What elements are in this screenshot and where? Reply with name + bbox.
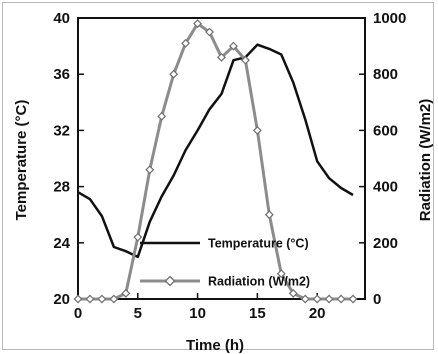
radiation-point [264,210,274,220]
y-right-tick-label: 600 [373,122,398,139]
radiation-point [348,294,358,304]
y-left-tick-label: 32 [53,122,70,139]
radiation-point [85,294,95,304]
radiation-point [205,27,214,37]
y-left-tick-label: 28 [53,179,70,196]
radiation-point [169,69,179,79]
y-left-tick-label: 20 [53,291,70,308]
x-tick-label: 15 [249,305,266,322]
chart-frame [2,2,434,350]
radiation-point [300,294,310,304]
radiation-point [312,294,322,304]
radiation-point [336,294,346,304]
y-right-tick-label: 200 [373,235,398,252]
x-tick-label: 10 [189,305,206,322]
x-axis-label: Time (h) [186,337,244,354]
radiation-point [229,41,238,51]
y-right-tick-label: 400 [373,179,398,196]
y-right-tick-label: 800 [373,66,398,83]
radiation-point [288,288,298,298]
plot-area-border [77,17,366,300]
radiation-point [240,55,250,65]
radiation-point [133,232,143,242]
radiation-series-line [78,22,353,301]
legend-temperature-label: Temperature (°C) [208,237,309,251]
radiation-point [217,52,226,62]
radiation-point [157,111,167,121]
radiation-point [97,294,107,304]
radiation-point [193,19,203,29]
x-tick-label: 5 [134,305,142,322]
y-right-tick-label: 1000 [373,10,406,27]
y-axis-right-label: Radiation (W/m2) [417,99,434,222]
temperature-series-line [77,43,354,259]
legend-radiation-marker [164,275,176,287]
y-right-tick-label: 0 [373,291,381,308]
radiation-point [276,269,286,279]
radiation-point [181,38,191,48]
y-left-tick-label: 36 [53,66,70,83]
y-left-tick-label: 40 [53,10,70,27]
radiation-point [109,294,119,304]
y-axis-left-label: Temperature (°C) [13,100,30,221]
radiation-point [121,288,131,298]
radiation-point [73,294,83,304]
x-tick-label: 0 [74,305,82,322]
x-tick-label: 20 [309,305,326,322]
y-left-tick-label: 24 [53,235,70,252]
radiation-point [145,165,155,175]
radiation-point [324,294,334,304]
legend-radiation-label: Radiation (W/m2) [208,275,310,289]
radiation-point [252,125,262,135]
